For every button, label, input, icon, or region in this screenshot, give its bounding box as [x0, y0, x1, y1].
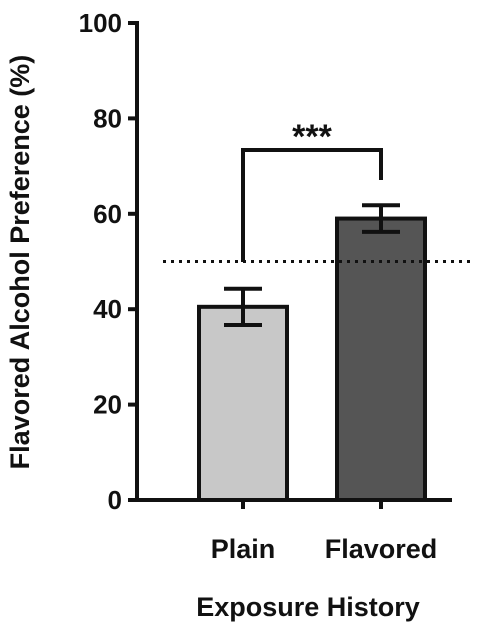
x-tick-label-plain: Plain: [211, 534, 276, 564]
y-tick-label-40: 40: [93, 294, 122, 324]
significance-bracket: ***: [241, 118, 383, 262]
y-axis-title: Flavored Alcohol Preference (%): [5, 55, 35, 470]
axes-layer: 0 20 40 60 80 100 Plain Flavored: [79, 8, 452, 564]
bars-layer: [197, 216, 427, 502]
significance-bracket-line: [241, 148, 383, 262]
x-tick-label-flavored: Flavored: [325, 534, 438, 564]
y-tick-label-100: 100: [79, 8, 122, 38]
y-tick-label-60: 60: [93, 199, 122, 229]
bar-plain: [197, 304, 289, 502]
y-tick-label-0: 0: [108, 485, 122, 515]
y-tick-label-20: 20: [93, 390, 122, 420]
y-tick-label-80: 80: [93, 103, 122, 133]
x-axis-title: Exposure History: [196, 592, 420, 622]
bar-flavored: [335, 216, 427, 502]
error-bar-plain: [224, 286, 262, 327]
error-bars-layer: [224, 203, 400, 327]
significance-label: ***: [292, 118, 332, 156]
error-bar-flavored: [362, 203, 400, 234]
